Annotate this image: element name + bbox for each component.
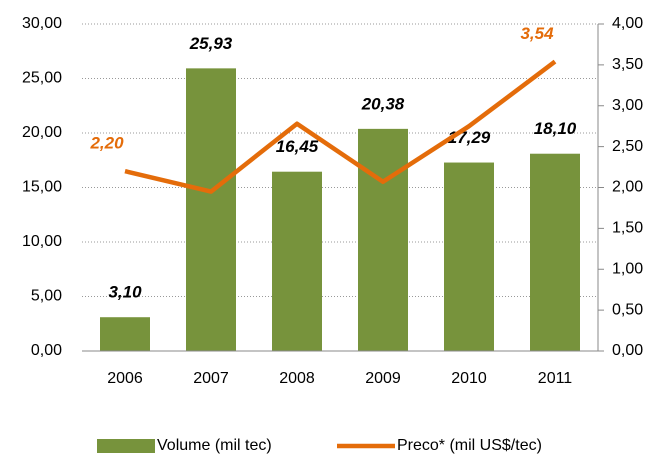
- y2-tick-label: 1,50: [612, 220, 643, 237]
- y2-tick-label: 0,00: [612, 342, 643, 359]
- bar: [100, 317, 150, 351]
- bar-value-label: 3,10: [108, 283, 142, 302]
- line: [124, 59, 557, 194]
- x-tick-label: 2008: [279, 370, 315, 387]
- legend-label: Volume (mil tec): [157, 437, 272, 454]
- line-value-label: 2,20: [89, 134, 124, 153]
- y-tick-label: 20,00: [22, 124, 62, 141]
- y-tick-label: 15,00: [22, 179, 62, 196]
- x-tick-label: 2010: [451, 370, 487, 387]
- x-tick-label: 2007: [193, 370, 229, 387]
- bar: [530, 153, 580, 351]
- y2-tick-label: 1,00: [612, 260, 643, 277]
- bar: [444, 162, 494, 351]
- legend-swatch: [97, 439, 155, 453]
- x-tick-label: 2009: [365, 370, 401, 387]
- line-value-label: 3,54: [520, 24, 554, 43]
- y2-tick-label: 2,50: [612, 138, 643, 155]
- x-tick-label: 2006: [107, 370, 143, 387]
- y-tick-label: 5,00: [31, 288, 62, 305]
- x-tick-label: 2011: [538, 370, 573, 387]
- y2-tick-label: 3,00: [612, 97, 643, 114]
- y-tick-label: 25,00: [22, 70, 62, 87]
- bar-value-label: 18,10: [534, 119, 577, 138]
- y-tick-label: 30,00: [22, 15, 62, 32]
- y2-tick-label: 0,50: [612, 301, 643, 318]
- bar: [272, 171, 322, 351]
- y-tick-label: 0,00: [31, 342, 62, 359]
- y2-tick-label: 2,00: [612, 179, 643, 196]
- y2-tick-label: 4,00: [612, 15, 643, 32]
- y-tick-label: 10,00: [22, 233, 62, 250]
- bar-value-label: 16,45: [276, 137, 319, 156]
- bar-value-label: 20,38: [361, 94, 405, 113]
- bar: [358, 128, 408, 351]
- y2-tick-label: 3,50: [612, 56, 643, 73]
- bar-value-label: 25,93: [189, 34, 233, 53]
- bar: [186, 68, 236, 351]
- legend-label: Preco* (mil US$/tec): [397, 437, 542, 454]
